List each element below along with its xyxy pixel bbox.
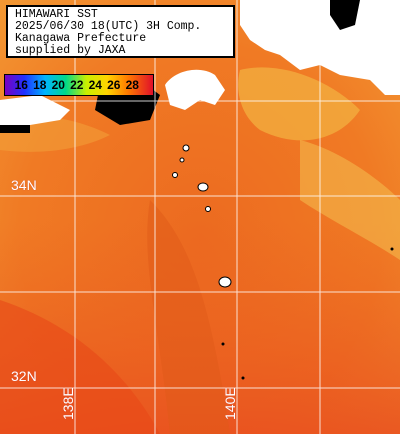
island (197, 182, 209, 192)
date-line: 2025/06/30 18(UTC) 3H Comp. (15, 20, 202, 33)
title-line: HIMAWARI SST (15, 8, 98, 21)
legend-tick: 18 (33, 78, 47, 92)
island (172, 172, 178, 178)
island-hachijojima (218, 276, 232, 288)
island (241, 376, 245, 380)
legend-tick: 28 (125, 78, 139, 92)
lon-label-140e: 140E (222, 387, 238, 420)
lat-label-34n: 34N (11, 177, 37, 193)
land-izu-peninsula (165, 69, 225, 110)
island (179, 157, 185, 163)
warm-streak (0, 300, 160, 434)
lon-label-138e: 138E (60, 387, 76, 420)
color-scale-legend: 16 18 20 22 24 26 28 (4, 74, 154, 96)
island (205, 206, 211, 212)
island (221, 342, 225, 346)
land-fragment (0, 112, 18, 118)
lat-label-32n: 32N (11, 368, 37, 384)
region-line: Kanagawa Prefecture (15, 32, 147, 45)
island (390, 247, 394, 251)
legend-tick: 20 (51, 78, 65, 92)
no-data-patch (330, 0, 360, 30)
title-box: HIMAWARI SST 2025/06/30 18(UTC) 3H Comp.… (6, 5, 235, 58)
credit-line: supplied by JAXA (15, 44, 126, 57)
land-west-coast (0, 95, 70, 130)
no-data-patch (0, 125, 30, 133)
cool-water-patch (300, 140, 400, 260)
legend-tick: 26 (107, 78, 121, 92)
island (182, 144, 190, 152)
legend-tick: 16 (14, 78, 28, 92)
legend-tick: 22 (70, 78, 84, 92)
cool-water-patch (238, 67, 360, 141)
warm-streak (147, 200, 230, 434)
legend-tick: 24 (88, 78, 102, 92)
